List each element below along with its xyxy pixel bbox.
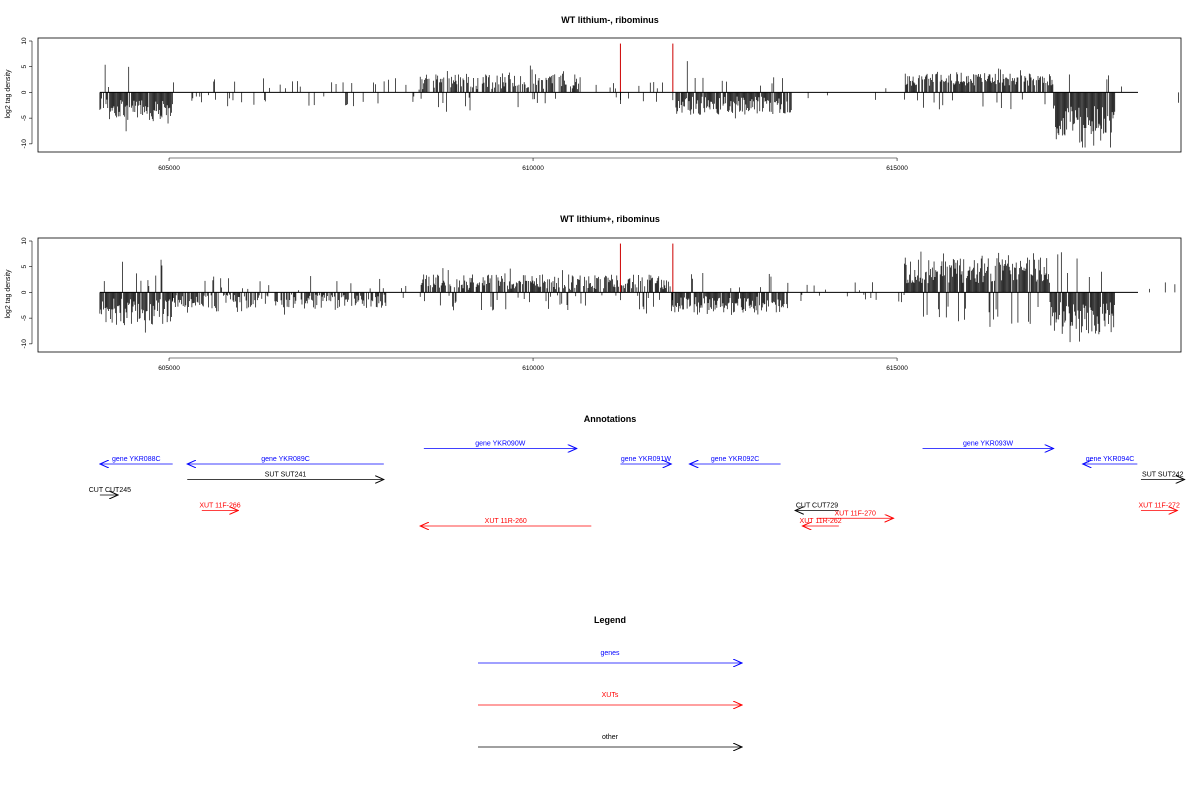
- feature-label: gene YKR089C: [261, 456, 310, 463]
- x-tick-label: 610000: [522, 365, 544, 372]
- annotation-features: gene YKR088C gene YKR089C gene YKR090W gene…: [89, 441, 1185, 527]
- track-panel-lithium-minus: WT lithium-, ribominus log2 tag density …: [5, 15, 1182, 172]
- feature-label: XUT 11F-270: [835, 510, 876, 517]
- legend-label: XUTs: [602, 692, 619, 699]
- legend-item: genes: [478, 650, 742, 663]
- feature-label: XUT 11R-262: [800, 518, 842, 525]
- y-tick-label: -5: [21, 315, 28, 321]
- x-tick-label: 605000: [158, 365, 180, 372]
- feature-label: SUT SUT242: [1142, 472, 1184, 479]
- panel-title: WT lithium+, ribominus: [560, 214, 660, 224]
- y-tick-label: 0: [21, 290, 28, 294]
- feature-label: gene YKR093W: [963, 441, 1013, 448]
- annotation-feature: XUT 11F-270: [816, 510, 893, 518]
- annotations-panel: Annotations gene YKR088C gene YKR089Cgene…: [89, 414, 1185, 526]
- legend-title: Legend: [594, 615, 626, 625]
- y-tick-label: 10: [21, 237, 28, 245]
- y-tick-label: -10: [21, 339, 28, 349]
- density-bars: [99, 61, 1179, 148]
- annotation-feature: gene YKR093W: [922, 441, 1054, 449]
- panel-title: WT lithium-, ribominus: [561, 15, 659, 25]
- annotation-feature: gene YKR088C: [100, 456, 173, 464]
- y-tick-label: 0: [21, 90, 28, 94]
- annotation-feature: XUT 11F-266: [199, 503, 241, 511]
- y-tick-label: 5: [21, 265, 28, 269]
- feature-label: gene YKR091W: [621, 456, 671, 463]
- legend-item: XUTs: [478, 692, 742, 705]
- plot-frame: [37, 37, 1182, 153]
- annotation-feature: XUT 11R-260: [420, 518, 592, 526]
- feature-label: XUT 11R-260: [485, 518, 527, 525]
- x-tick-label: 615000: [886, 365, 908, 372]
- y-axis-label: log2 tag density: [5, 69, 12, 119]
- feature-label: CUT CUT245: [89, 487, 131, 494]
- highlight-lines: [619, 43, 674, 101]
- x-tick-label: 610000: [522, 165, 544, 172]
- feature-label: CUT CUT729: [796, 503, 838, 510]
- plot-frame: [37, 237, 1182, 353]
- annotation-feature: SUT SUT242: [1140, 472, 1185, 480]
- y-axis-label: log2 tag density: [5, 269, 12, 319]
- feature-label: XUT 11F-272: [1138, 503, 1179, 510]
- annotation-feature: XUT 11F-272: [1138, 503, 1180, 511]
- feature-label: XUT 11F-266: [199, 503, 240, 510]
- track-panel-lithium-plus: WT lithium+, ribominus log2 tag density …: [5, 214, 1182, 372]
- legend-label: other: [602, 734, 619, 741]
- annotations-title: Annotations: [584, 414, 637, 424]
- x-tick-label: 615000: [886, 165, 908, 172]
- legend: Legend genes XUTs other: [478, 615, 742, 747]
- feature-label: SUT SUT241: [265, 472, 307, 479]
- annotation-feature: CUT CUT729: [795, 503, 839, 511]
- x-tick-label: 605000: [158, 165, 180, 172]
- feature-label: gene YKR094C: [1086, 456, 1135, 463]
- annotation-feature: gene YKR094C: [1083, 456, 1138, 464]
- y-tick-label: -10: [21, 139, 28, 149]
- legend-items: genes XUTs other: [478, 650, 742, 747]
- legend-item: other: [478, 734, 742, 747]
- x-axis: 605000 610000 615000: [158, 157, 908, 172]
- density-bars: [99, 251, 1176, 343]
- annotation-feature: gene YKR090W: [423, 441, 577, 449]
- annotation-feature: gene YKR092C: [690, 456, 781, 464]
- feature-label: gene YKR090W: [475, 441, 525, 448]
- annotation-feature: gene YKR089C: [187, 456, 384, 464]
- feature-label: gene YKR092C: [711, 456, 760, 463]
- annotation-feature: gene YKR091W: [620, 456, 671, 464]
- x-axis: 605000 610000 615000: [158, 357, 908, 372]
- legend-label: genes: [600, 650, 620, 657]
- y-tick-label: -5: [21, 115, 28, 121]
- annotation-feature: CUT CUT245: [89, 487, 131, 495]
- feature-label: gene YKR088C: [112, 456, 161, 463]
- y-axis: 10 5 0 -5 -10: [21, 37, 33, 149]
- y-tick-label: 10: [21, 37, 28, 45]
- annotation-feature: XUT 11R-262: [800, 518, 842, 526]
- y-axis: 10 5 0 -5 -10: [21, 237, 33, 349]
- annotation-feature: SUT SUT241: [187, 472, 384, 480]
- y-tick-label: 5: [21, 65, 28, 69]
- highlight-lines: [619, 243, 674, 301]
